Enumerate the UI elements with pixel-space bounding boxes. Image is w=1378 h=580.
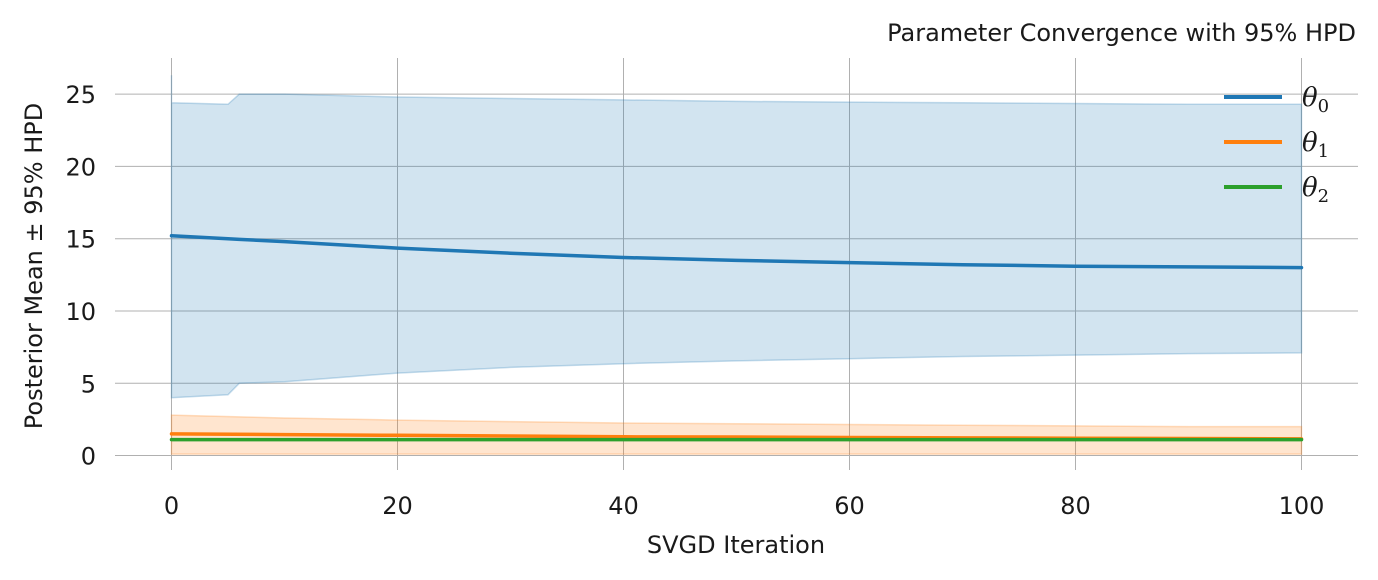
hpd-band-1 [170, 414, 1303, 455]
x-tick-label: 100 [1279, 492, 1325, 520]
chart-title: Parameter Convergence with 95% HPD [887, 19, 1356, 47]
y-tick-label: 0 [81, 443, 96, 471]
x-tick-label: 40 [608, 492, 639, 520]
x-axis-ticks: 0 20 40 60 80 100 [164, 492, 1325, 520]
y-axis-ticks: 0 5 10 15 20 25 [65, 81, 96, 470]
y-tick-label: 25 [65, 81, 96, 109]
x-tick-label: 20 [382, 492, 413, 520]
hpd-band-0 [170, 75, 1303, 399]
x-tick-label: 80 [1060, 492, 1091, 520]
x-tick-label: 0 [164, 492, 179, 520]
legend-label-1: θ1 [1302, 128, 1329, 162]
mean-line-0 [169, 234, 1304, 270]
legend: θ0 θ1 θ2 [1224, 83, 1329, 207]
grid [115, 58, 1358, 470]
y-tick-label: 5 [81, 370, 96, 398]
y-tick-label: 15 [65, 226, 96, 254]
x-axis-label: SVGD Iteration [647, 531, 825, 559]
hpd-bands [170, 75, 1303, 455]
y-tick-label: 20 [65, 153, 96, 181]
x-tick-label: 60 [834, 492, 865, 520]
mean-lines [169, 234, 1304, 442]
legend-label-0: θ0 [1302, 83, 1329, 117]
legend-label-2: θ2 [1302, 173, 1329, 207]
y-tick-label: 10 [65, 298, 96, 326]
y-axis-label: Posterior Mean ± 95% HPD [20, 103, 48, 429]
